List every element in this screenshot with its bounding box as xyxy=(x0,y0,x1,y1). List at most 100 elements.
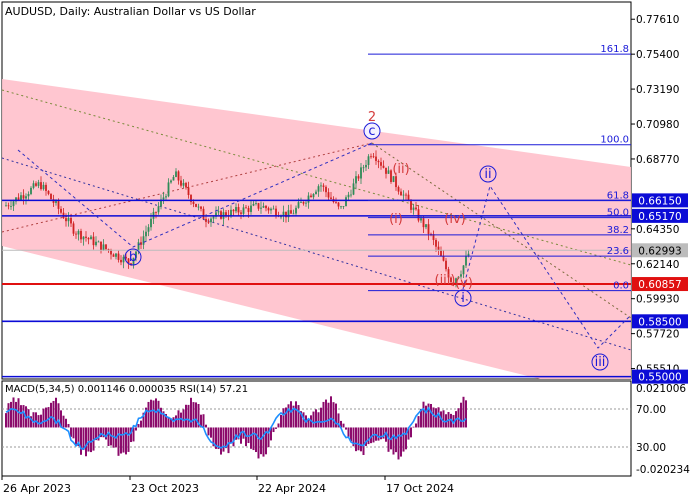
macd-bar xyxy=(52,400,55,428)
candle-body xyxy=(72,223,75,234)
macd-bar xyxy=(75,427,77,445)
candle-body xyxy=(370,156,372,158)
macd-bar xyxy=(20,405,22,428)
price-tag-bg-0.60857 xyxy=(632,277,688,292)
candle-body xyxy=(67,217,70,222)
macd-bar xyxy=(377,427,380,441)
candle-body xyxy=(92,236,95,246)
candle-body xyxy=(390,170,392,182)
macd-bar xyxy=(295,401,297,428)
macd-bar xyxy=(105,427,107,440)
macd-bar xyxy=(297,405,300,428)
fib-label-50.0: 50.0 xyxy=(607,208,629,219)
macd-bar xyxy=(312,411,315,428)
macd-bar xyxy=(370,427,372,444)
candle-body xyxy=(10,206,12,207)
wave-projection xyxy=(462,184,632,349)
macd-bar xyxy=(190,397,192,428)
macd-bar xyxy=(352,427,355,447)
candle-body xyxy=(267,208,270,211)
macd-bar xyxy=(425,405,427,428)
fib-label-23.6: 23.6 xyxy=(607,246,629,257)
candle-body xyxy=(420,218,422,221)
candle-body xyxy=(202,208,205,219)
macd-bar xyxy=(182,409,185,428)
x-tick-label: 26 Apr 2023 xyxy=(3,482,71,495)
candle-body xyxy=(320,185,322,187)
fib-label-161.8: 161.8 xyxy=(600,44,629,55)
wave-circle-c xyxy=(363,122,381,140)
macd-bar xyxy=(95,427,97,441)
candle-body xyxy=(225,212,227,216)
y-tick-label: 0.62140 xyxy=(636,259,679,271)
candle-body xyxy=(275,208,277,216)
rsi-line xyxy=(5,406,467,450)
y-tick-label: 0.70980 xyxy=(636,119,679,131)
x-tick-label: 23 Oct 2023 xyxy=(131,482,199,495)
candle-body xyxy=(355,176,357,184)
macd-bar xyxy=(92,427,95,451)
fib-label-0.0: 0.0 xyxy=(613,281,629,292)
candle-body xyxy=(125,256,127,259)
x-tick-label: 22 Apr 2024 xyxy=(258,482,326,495)
candlesticks xyxy=(5,150,470,288)
macd-bar xyxy=(247,427,250,444)
candle-body xyxy=(435,239,437,247)
macd-bar xyxy=(232,427,235,447)
channel-midline xyxy=(1,89,632,266)
macd-bar xyxy=(235,427,237,440)
candle-body xyxy=(305,202,307,204)
y-tick-label: 0.73190 xyxy=(636,84,679,96)
wave-label-(iv): (iv) xyxy=(444,212,465,227)
fib-label-38.2: 38.2 xyxy=(607,225,629,236)
candle-body xyxy=(112,254,115,257)
wave-circle-ii xyxy=(479,165,497,183)
wave-circle-iii xyxy=(591,353,609,371)
macd-bar xyxy=(147,401,150,428)
macd-bar xyxy=(360,427,362,452)
macd-bar xyxy=(80,427,82,455)
macd-tick-label: 0.021006 xyxy=(636,383,686,395)
macd-bar xyxy=(270,427,272,441)
candle-body xyxy=(452,282,455,284)
candle-body xyxy=(37,182,40,186)
candle-body xyxy=(242,207,245,214)
macd-bar xyxy=(217,427,220,450)
macd-bar xyxy=(322,401,325,428)
macd-bar xyxy=(150,399,152,428)
macd-bar xyxy=(137,424,140,428)
macd-bar xyxy=(47,407,50,428)
candle-body xyxy=(307,195,310,203)
y-tick-label: 0.57720 xyxy=(636,329,679,341)
candle-body xyxy=(215,212,217,217)
candle-body xyxy=(212,216,215,219)
macd-bar xyxy=(30,416,32,428)
macd-bar xyxy=(407,427,410,440)
candle-body xyxy=(82,236,85,240)
candle-body xyxy=(272,208,275,210)
candle-body xyxy=(462,265,465,275)
macd-bar xyxy=(327,402,330,428)
macd-bar xyxy=(135,427,137,431)
candle-body xyxy=(310,195,312,198)
macd-bar xyxy=(382,427,385,439)
macd-bar xyxy=(237,427,240,440)
candle-body xyxy=(292,213,295,215)
candle-body xyxy=(127,258,130,264)
candle-body xyxy=(327,192,330,198)
candle-body xyxy=(357,176,360,179)
trendline-lower xyxy=(1,142,373,233)
macd-bar xyxy=(285,407,287,428)
candle-body xyxy=(25,196,27,199)
candle-body xyxy=(182,182,185,186)
candle-body xyxy=(397,187,400,192)
candle-body xyxy=(7,205,10,207)
candle-body xyxy=(200,206,202,209)
macd-panel xyxy=(2,396,631,460)
macd-bar xyxy=(357,427,360,451)
macd-bar xyxy=(267,427,270,448)
candle-body xyxy=(105,244,107,250)
candle-body xyxy=(95,241,97,246)
